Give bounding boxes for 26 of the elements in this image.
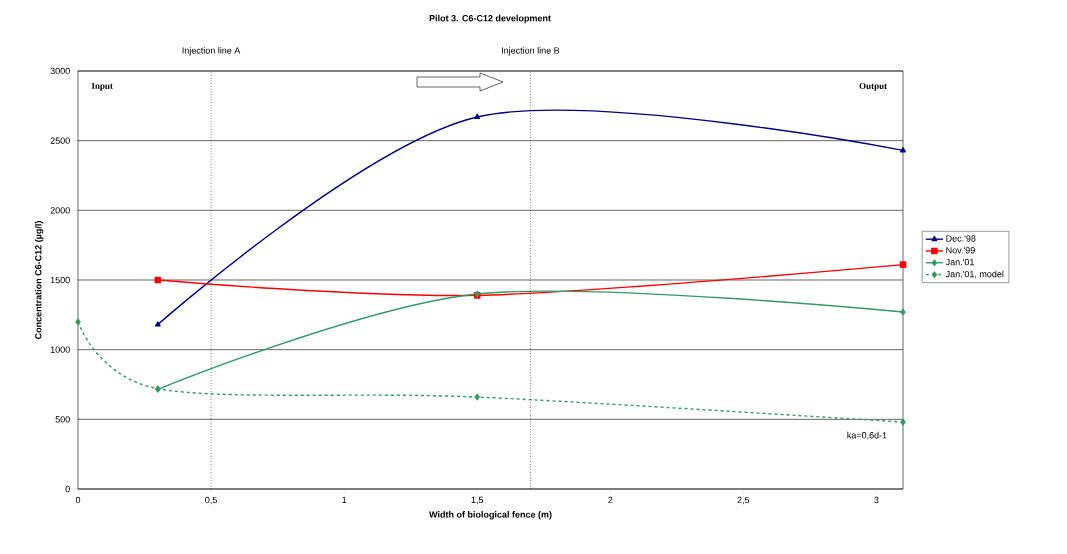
y-axis-title: Concentration C6-C12 (µg/l) [34,221,44,339]
x-tick-label: 0,5 [205,496,217,505]
x-tick-label: 3 [874,496,879,504]
x-tick-label: 1 [342,496,347,503]
legend-label: Dec.'98 [946,235,976,242]
x-tick-label: 2 [608,496,613,504]
y-tick-label: 0 [65,485,70,493]
annotation: ka=0,6d-1 [847,431,887,440]
y-tick-label: 500 [55,416,70,423]
chart-title: Pilot 3. C6-C12 development [429,14,551,24]
y-tick-label: 2500 [50,137,70,144]
x-axis-title: Width of biological fence (m) [429,511,552,520]
y-tick-label: 2000 [50,207,70,214]
ref-line-label: Injection line B [501,47,560,56]
legend-label: Jan.'01 [945,258,974,266]
legend-label: Jan.'01, model [945,270,1004,279]
x-tick-label: 2,5 [737,496,750,505]
y-tick-label: 3000 [50,67,70,75]
legend-label: Nov.'99 [946,247,975,254]
ref-line-label: Injection line A [182,47,241,56]
annotation: Output [859,82,888,91]
annotation: Input [91,82,113,91]
x-tick-label: 1,5 [471,496,484,505]
y-tick-label: 1000 [50,346,70,353]
x-tick-label: 0 [75,496,81,504]
y-tick-label: 1500 [50,276,70,284]
